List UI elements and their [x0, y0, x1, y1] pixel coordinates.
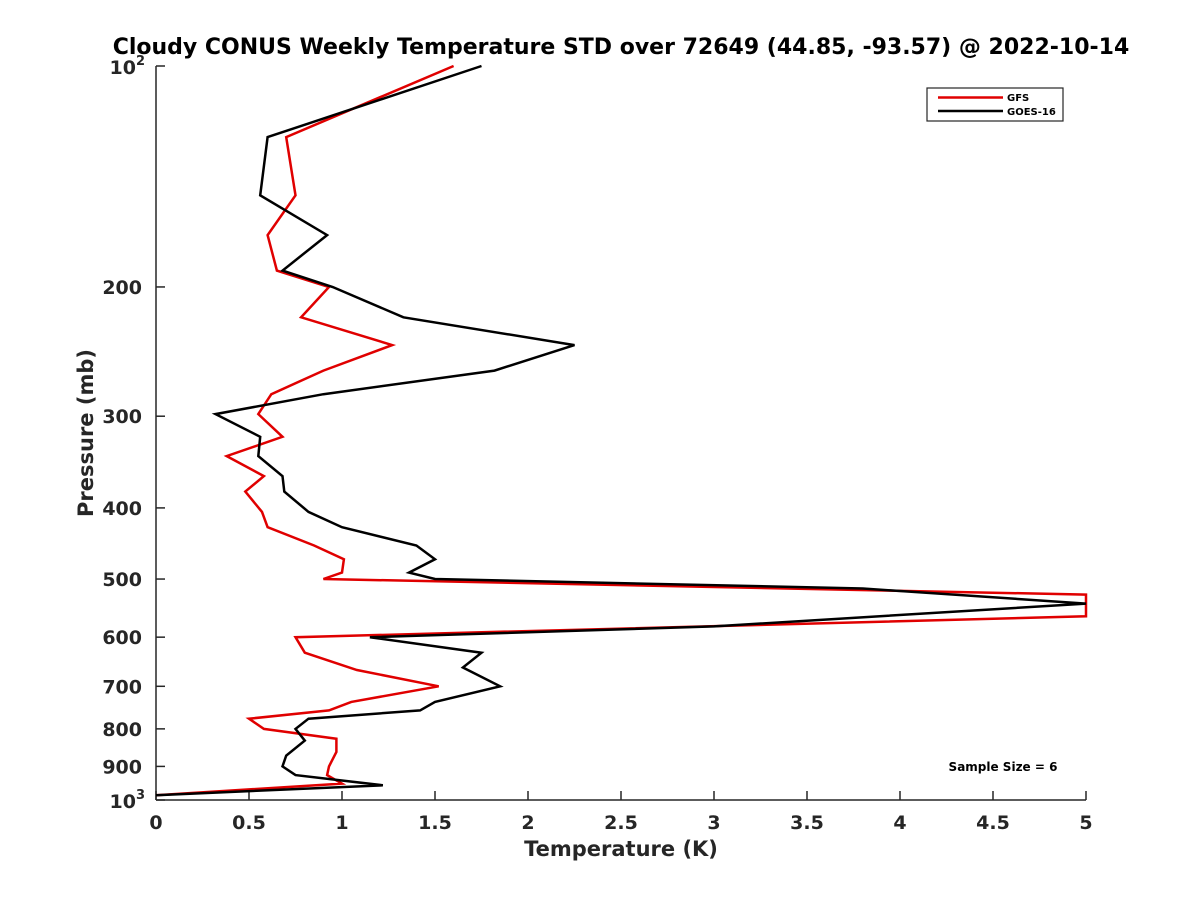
- chart-title: Cloudy CONUS Weekly Temperature STD over…: [113, 35, 1130, 60]
- x-axis-ticks: 0 0.5 1 1.5 2 2.5 3 3.5 4 4.5 5: [149, 791, 1093, 834]
- y-tick-label: 103: [110, 788, 146, 813]
- series-line-goes-16: [155, 64, 1087, 797]
- y-tick-label: 700: [102, 676, 142, 698]
- y-tick-label: 400: [102, 498, 142, 520]
- x-tick-label: 3: [707, 812, 720, 834]
- legend-label-gfs: GFS: [1007, 93, 1029, 104]
- x-tick-label: 1: [335, 812, 348, 834]
- legend-box: [926, 87, 1064, 122]
- y-tick-label: 102: [110, 54, 146, 79]
- legend-label-goes-16: GOES-16: [1007, 107, 1056, 118]
- x-tick-label: 4.5: [976, 812, 1010, 834]
- legend: GFS GOES-16: [926, 87, 1064, 122]
- series-line-gfs: [155, 64, 1088, 797]
- y-tick-label: 500: [102, 569, 142, 591]
- x-tick-label: 3.5: [790, 812, 824, 834]
- y-tick-label: 600: [102, 627, 142, 649]
- x-tick-label: 2: [521, 812, 534, 834]
- x-tick-label: 2.5: [604, 812, 638, 834]
- sample-size-annotation: Sample Size = 6: [949, 760, 1058, 774]
- x-tick-label: 0.5: [232, 812, 266, 834]
- plot-area: [155, 66, 1086, 801]
- y-tick-label: 800: [102, 719, 142, 741]
- x-tick-label: 5: [1079, 812, 1092, 834]
- x-tick-label: 1.5: [418, 812, 452, 834]
- x-tick-label: 4: [893, 812, 906, 834]
- y-tick-label: 300: [102, 406, 142, 428]
- series-layer: [155, 64, 1088, 797]
- y-axis-label: Pressure (mb): [74, 349, 98, 517]
- y-tick-label: 900: [102, 756, 142, 778]
- y-axis-ticks: 102 200 300 400 500 600 700 800 900 103: [102, 54, 165, 813]
- x-axis-label: Temperature (K): [524, 837, 718, 861]
- y-tick-label: 200: [102, 277, 142, 299]
- x-tick-label: 0: [149, 812, 162, 834]
